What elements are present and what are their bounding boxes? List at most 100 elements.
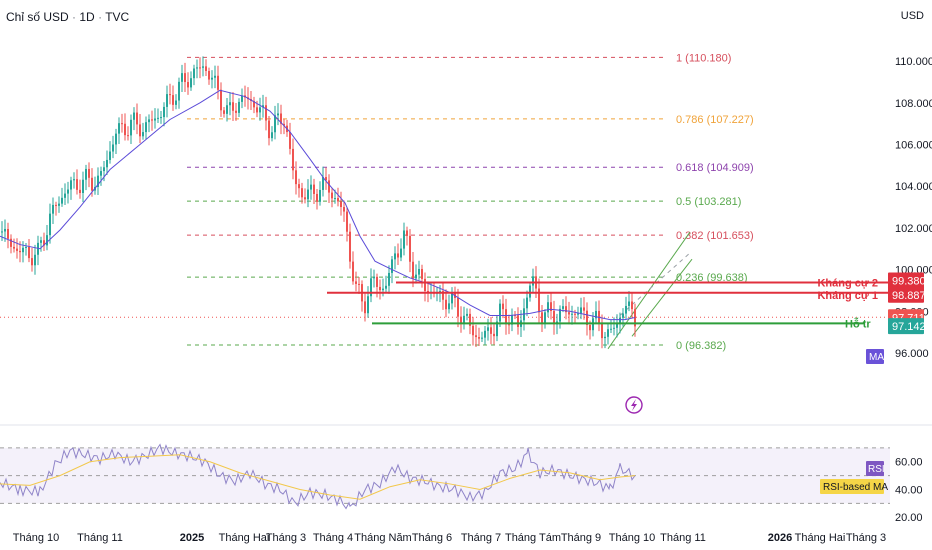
candle-body	[265, 105, 267, 121]
candle-body	[373, 276, 375, 279]
candle-body	[220, 89, 222, 111]
time-axis-label: Tháng Tám	[505, 532, 561, 544]
candle-body	[631, 301, 633, 310]
rsi-axis-tick: 60.00	[895, 457, 923, 469]
candle-body	[154, 118, 156, 121]
price-axis-tick: 102.000	[895, 223, 932, 235]
candle-body	[619, 317, 621, 324]
candle-body	[382, 288, 384, 291]
resistance-2-badge: 99.380	[892, 276, 926, 288]
candle-body	[160, 117, 162, 119]
candle-body	[274, 115, 276, 133]
candle-body	[106, 159, 108, 168]
fib-level-label: 0.5 (103.281)	[676, 196, 741, 208]
candle-body	[541, 312, 543, 324]
candle-body	[76, 179, 78, 190]
candle-body	[355, 281, 357, 284]
candle-body	[613, 327, 615, 329]
rsi-axis-tick: 20.00	[895, 512, 923, 524]
lightning-icon-bolt	[631, 399, 637, 411]
candle-body	[490, 327, 492, 334]
candle-body	[580, 307, 582, 314]
candle-body	[43, 240, 45, 246]
candle-body	[172, 95, 174, 105]
candle-body	[313, 184, 315, 194]
candle-body	[415, 274, 417, 279]
candle-body	[406, 230, 408, 236]
candle-body	[217, 75, 219, 90]
rsi-axis-tick: 40.00	[895, 484, 923, 496]
candle-body	[319, 189, 321, 202]
candle-body	[31, 258, 33, 266]
interval-label[interactable]: 1D	[79, 10, 95, 24]
price-axis-tick: 106.000	[895, 139, 932, 151]
time-axis-label: 2025	[180, 532, 204, 544]
candle-body	[289, 132, 291, 149]
candle-body	[559, 308, 561, 322]
candle-body	[268, 120, 270, 139]
time-axis-label: Tháng 6	[412, 532, 452, 544]
candle-body	[304, 197, 306, 200]
candle-body	[628, 301, 630, 306]
currency-label[interactable]: USD	[900, 10, 924, 22]
candle-body	[421, 268, 423, 279]
candle-body	[49, 213, 51, 236]
candle-body	[388, 272, 390, 286]
candle-body	[196, 67, 198, 69]
candle-body	[82, 179, 84, 194]
candle-body	[58, 203, 60, 206]
candle-body	[439, 291, 441, 293]
rsi-line	[0, 443, 636, 510]
candle-body	[538, 288, 540, 313]
candle-body	[73, 179, 75, 181]
candle-body	[148, 119, 150, 123]
candle-body	[364, 301, 366, 314]
candle-body	[211, 77, 213, 80]
candle-body	[64, 193, 66, 198]
candle-body	[610, 328, 612, 330]
lightning-icon	[625, 396, 643, 414]
candle-body	[142, 132, 144, 137]
price-axis-tick: 104.000	[895, 181, 932, 193]
candle-body	[403, 230, 405, 249]
candle-body	[10, 238, 12, 247]
candle-body	[121, 123, 123, 125]
candle-body	[208, 70, 210, 80]
candle-body	[595, 310, 597, 319]
candle-body	[451, 292, 453, 304]
candle-body	[442, 291, 444, 300]
ma-badge-bg	[866, 349, 884, 364]
time-axis-label: Tháng 10	[13, 532, 59, 544]
price-axis-tick: 108.000	[895, 98, 932, 110]
candle-body	[370, 278, 372, 297]
candle-body	[424, 278, 426, 291]
candle-body	[85, 168, 87, 180]
candle-body	[28, 246, 30, 259]
rsi-ma-badge-bg	[820, 479, 884, 494]
symbol-name: Chỉ số USD	[6, 10, 69, 24]
candle-body	[460, 316, 462, 324]
candle-body	[607, 329, 609, 337]
candle-body	[238, 101, 240, 113]
candle-body	[166, 94, 168, 107]
candle-body	[352, 261, 354, 282]
candle-body	[7, 228, 9, 239]
candle-body	[256, 107, 258, 113]
candle-body	[253, 100, 255, 108]
candle-body	[295, 170, 297, 185]
candle-body	[127, 135, 129, 137]
candle-body	[367, 296, 369, 314]
candle-body	[577, 313, 579, 315]
candle-body	[544, 312, 546, 324]
candle-body	[358, 283, 360, 285]
candle-body	[601, 323, 603, 339]
rsi-badge: RSI	[868, 464, 885, 475]
candle-body	[562, 306, 564, 309]
candle-body	[622, 313, 624, 318]
candle-body	[151, 119, 153, 121]
candle-body	[55, 204, 57, 206]
candle-body	[307, 189, 309, 200]
rsi-band-fill	[0, 447, 890, 504]
time-axis-label: Tháng Hai	[795, 532, 846, 544]
